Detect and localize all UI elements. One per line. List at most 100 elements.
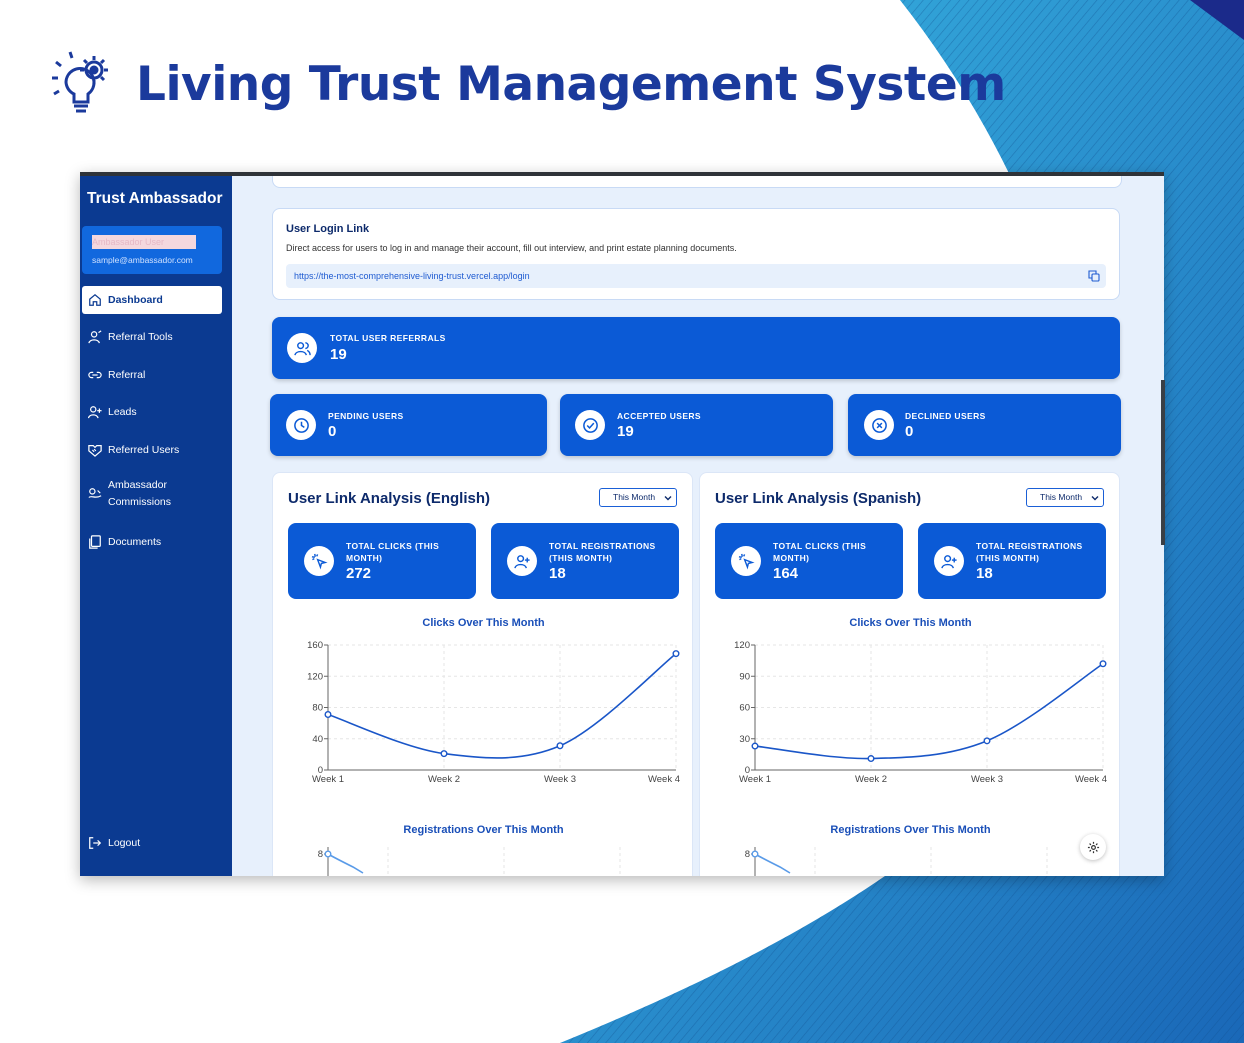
- logout-button[interactable]: Logout: [82, 829, 222, 857]
- x-tick-label: Week 2: [428, 774, 460, 785]
- user-plus-icon-circle: [934, 546, 964, 576]
- sidebar-item-label: Documents: [108, 536, 162, 548]
- sidebar-item-dashboard[interactable]: Dashboard: [82, 286, 222, 314]
- total-referrals-value: 19: [330, 346, 347, 363]
- x-icon-circle: [864, 410, 894, 440]
- settings-button[interactable]: [1080, 834, 1106, 860]
- total-registrations-card: Total Registrations (This Month) 18: [918, 523, 1106, 599]
- english-analysis-panel: User Link Analysis (English) This Month …: [272, 472, 693, 876]
- y-tick-label: 30: [739, 734, 750, 745]
- previous-card: [272, 176, 1122, 188]
- data-point: [751, 742, 759, 750]
- logout-label: Logout: [108, 837, 141, 849]
- x-tick-label: Week 2: [855, 774, 887, 785]
- data-point: [867, 755, 875, 763]
- user-tool-icon: [88, 330, 102, 344]
- accepted-users-card: Accepted Users 19: [560, 394, 833, 456]
- documents-icon: [89, 535, 101, 549]
- y-tick-label: 8: [318, 849, 323, 860]
- link-icon: [88, 371, 102, 379]
- user-plus-icon-circle: [507, 546, 537, 576]
- y-tick-label: 80: [312, 703, 323, 714]
- clicks-chart-title: Clicks Over This Month: [849, 617, 972, 629]
- y-tick-label: 160: [307, 640, 323, 651]
- sidebar-item-referred-users[interactable]: Referred Users: [82, 436, 222, 464]
- declined-users-value: 0: [905, 423, 914, 440]
- data-point: [672, 650, 680, 658]
- y-tick-label: 90: [739, 671, 750, 682]
- total-clicks-label: Total Clicks (This Month): [773, 541, 867, 563]
- login-card-description: Direct access for users to log in and ma…: [286, 243, 737, 253]
- sidebar-item-ambassador-commissions[interactable]: Ambassador Commissions: [82, 474, 222, 514]
- x-tick-label: Week 3: [544, 774, 576, 785]
- sidebar-item-label: Referred Users: [108, 444, 180, 456]
- profile-email: sample@ambassador.com: [92, 255, 193, 265]
- profile-card[interactable]: Ambassador User sample@ambassador.com: [82, 226, 222, 274]
- x-tick-label: Week 4: [648, 774, 680, 785]
- sidebar-item-documents[interactable]: Documents: [82, 528, 222, 556]
- x-circle-icon: [871, 417, 887, 433]
- copy-icon[interactable]: [1088, 270, 1100, 282]
- pending-users-value: 0: [328, 423, 337, 440]
- period-select-value: This Month: [613, 492, 656, 502]
- sidebar-item-leads[interactable]: Leads: [82, 398, 222, 426]
- total-referrals-card: Total User Referrals 19: [272, 317, 1120, 379]
- y-tick-label: 0: [318, 765, 323, 776]
- registrations-chart-title: Registrations Over This Month: [403, 824, 564, 836]
- users-icon: [293, 341, 311, 355]
- gear-lightbulb-icon: [52, 51, 108, 113]
- declined-users-card: Declined Users 0: [848, 394, 1121, 456]
- data-point: [1099, 660, 1107, 668]
- accepted-users-label: Accepted Users: [617, 411, 702, 421]
- period-select[interactable]: This Month: [1026, 488, 1104, 507]
- sidebar-item-referral[interactable]: Referral: [82, 361, 222, 389]
- y-tick-label: 8: [745, 849, 750, 860]
- period-select[interactable]: This Month: [599, 488, 677, 507]
- data-point: [556, 742, 564, 750]
- login-link-field[interactable]: https://the-most-comprehensive-living-tr…: [286, 264, 1106, 288]
- y-tick-label: 120: [307, 671, 323, 682]
- sidebar-title: Trust Ambassador: [87, 190, 223, 207]
- declined-users-label: Declined Users: [905, 411, 986, 421]
- chevron-down-icon: [664, 496, 672, 501]
- gear-icon: [1087, 841, 1099, 853]
- sidebar-item-label: Ambassador Commissions: [108, 479, 172, 508]
- cursor-icon-circle: [304, 546, 334, 576]
- clock-icon-circle: [286, 410, 316, 440]
- series-line: [327, 853, 364, 874]
- data-point: [751, 850, 759, 858]
- x-tick-label: Week 4: [1075, 774, 1107, 785]
- total-referrals-label: Total User Referrals: [330, 333, 446, 343]
- users-icon-circle: [287, 333, 317, 363]
- user-plus-icon: [513, 554, 530, 568]
- clock-icon: [293, 417, 309, 433]
- total-registrations-card: Total Registrations (This Month) 18: [491, 523, 679, 599]
- sidebar: Trust Ambassador Ambassador User sample@…: [80, 176, 232, 876]
- accepted-users-value: 19: [617, 423, 634, 440]
- registrations-line-chart: 8: [745, 847, 1048, 876]
- y-tick-label: 0: [745, 765, 750, 776]
- period-select-value: This Month: [1040, 492, 1083, 502]
- sidebar-item-referral-tools[interactable]: Referral Tools: [82, 323, 222, 351]
- brand-title: Living Trust Management System: [136, 56, 1006, 112]
- login-url[interactable]: https://the-most-comprehensive-living-tr…: [294, 271, 530, 281]
- data-point: [324, 850, 332, 858]
- y-tick-label: 40: [312, 734, 323, 745]
- user-plus-icon: [88, 406, 102, 419]
- cursor-click-icon: [738, 553, 755, 570]
- profile-name: Ambassador User: [92, 235, 196, 249]
- panel-title: User Link Analysis (English): [288, 490, 490, 507]
- spanish-analysis-panel: User Link Analysis (Spanish) This Month …: [699, 472, 1120, 876]
- total-registrations-label: Total Registrations (This Month): [549, 541, 656, 563]
- sidebar-item-label: Leads: [108, 406, 137, 418]
- check-icon-circle: [575, 410, 605, 440]
- total-registrations-label: Total Registrations (This Month): [976, 541, 1083, 563]
- commission-icon: [88, 488, 102, 499]
- chevron-down-icon: [1091, 496, 1099, 501]
- clicks-line-chart: 0 30 60 90 120 Week 1 Week 2 Week 3 Week 4: [734, 640, 1107, 785]
- cursor-click-icon: [311, 553, 328, 570]
- panel-title: User Link Analysis (Spanish): [715, 490, 922, 507]
- scrollbar-thumb[interactable]: [1161, 380, 1165, 545]
- login-card-title: User Login Link: [286, 223, 370, 235]
- total-clicks-card: Total Clicks (This Month) 164: [715, 523, 903, 599]
